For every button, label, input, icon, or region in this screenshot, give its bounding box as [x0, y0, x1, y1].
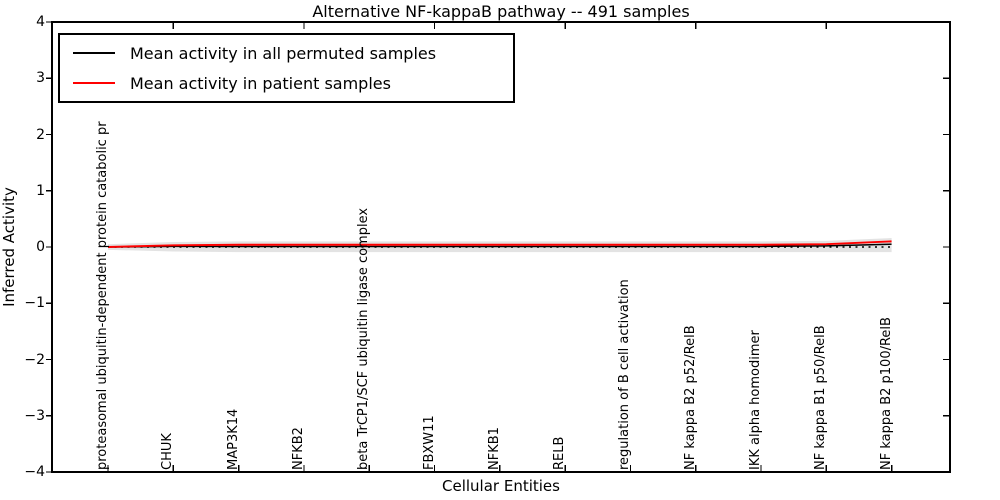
- series-line-permuted: [107, 243, 892, 248]
- legend-label-patient: Mean activity in patient samples: [130, 73, 391, 93]
- x-tick-label: beta TrCP1/SCF ubiquitin ligase complex: [356, 207, 372, 470]
- y-tick-label: −3: [24, 407, 45, 424]
- axis-ticks: [46, 21, 950, 473]
- y-tick-label: 4: [36, 14, 45, 30]
- red-line-swatch: [73, 82, 115, 84]
- x-tick-label: NF kappa B1 p50/RelB: [813, 325, 829, 470]
- plot-border: [51, 21, 951, 473]
- x-tick-label: RELB: [552, 436, 568, 470]
- black-line-swatch: [73, 52, 115, 54]
- y-tick-label: 3: [36, 70, 45, 87]
- y-tick-label: −4: [24, 464, 45, 480]
- y-tick-label: 2: [36, 126, 45, 143]
- x-tick-label: proteasomal ubiquitin-dependent protein …: [95, 121, 110, 470]
- x-tick-label: CHUK: [160, 433, 176, 470]
- x-tick-label: IKK alpha homodimer: [748, 330, 763, 470]
- x-tick-label: FBXW11: [421, 415, 437, 470]
- x-tick-label: NF kappa B2 p52/RelB: [682, 325, 698, 470]
- x-tick-label: NF kappa B2 p100/RelB: [878, 317, 894, 470]
- legend-label-permuted: Mean activity in all permuted samples: [130, 43, 437, 63]
- legend-item-permuted: Mean activity in all permuted samples: [60, 40, 513, 67]
- y-tick-label: −1: [24, 295, 45, 312]
- x-axis-label: Cellular Entities: [442, 477, 560, 495]
- x-tick-label: MAP3K14: [225, 408, 241, 470]
- legend-item-patient: Mean activity in patient samples: [60, 70, 513, 97]
- y-tick-label: −2: [24, 351, 45, 368]
- series-line-patient: [107, 240, 892, 248]
- y-tick-label: 0: [36, 239, 45, 255]
- x-tick-label: regulation of B cell activation: [617, 279, 633, 470]
- x-tick-label: NFKB1: [486, 427, 502, 470]
- y-tick-label: 1: [36, 182, 45, 199]
- chart-title: Alternative NF-kappaB pathway -- 491 sam…: [312, 2, 690, 21]
- legend: Mean activity in all permuted samples Me…: [58, 33, 515, 103]
- x-tick-label: NFKB2: [290, 427, 306, 470]
